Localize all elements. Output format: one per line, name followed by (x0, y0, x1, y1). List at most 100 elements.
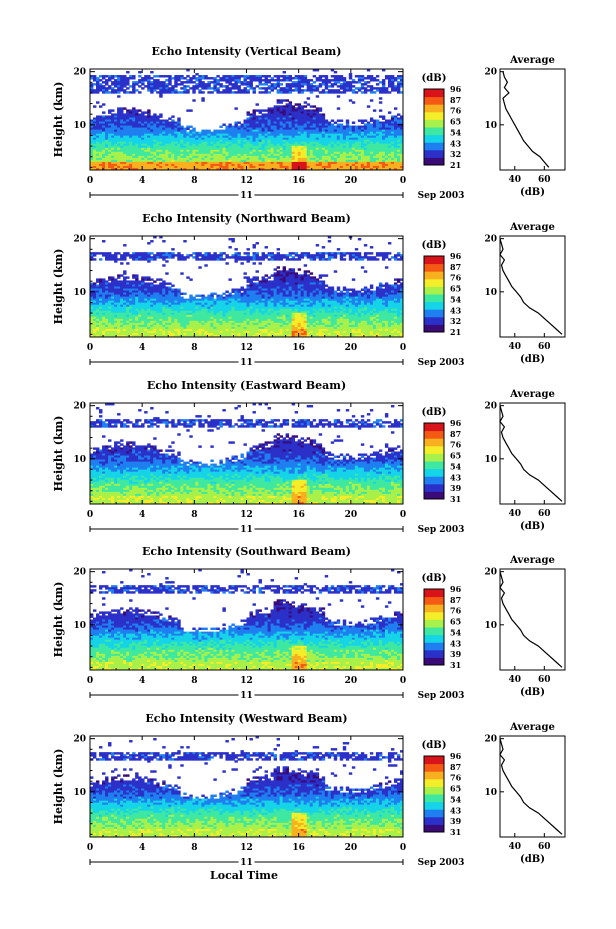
heatmap-cell (267, 149, 271, 153)
heatmap-cell (252, 89, 256, 92)
heatmap-cell (102, 75, 106, 78)
heatmap-cell (177, 75, 181, 78)
heatmap-cell (270, 133, 274, 137)
heatmap-cell (129, 141, 133, 145)
heatmap-cell (111, 81, 115, 84)
heatmap-cell (291, 131, 296, 135)
heatmap-cell (123, 145, 127, 149)
heatmap-cell (279, 258, 284, 261)
heatmap-cell (303, 81, 308, 84)
heatmap-cell (384, 133, 389, 137)
heatmap-cell (99, 75, 103, 78)
heatmap-cell (300, 129, 305, 133)
heatmap-cell (213, 145, 217, 149)
heatmap-cell (312, 119, 317, 122)
heatmap-cell (342, 133, 347, 137)
heatmap-cell (336, 145, 341, 149)
heatmap-cell (267, 145, 271, 149)
heatmap-cell (249, 125, 253, 128)
heatmap-cell (315, 85, 320, 88)
heatmap-cell (108, 149, 112, 153)
heatmap-cell (288, 131, 293, 135)
heatmap-cell (201, 137, 205, 141)
heatmap-cell (102, 133, 106, 137)
heatmap-cell (330, 79, 335, 82)
heatmap-cell (372, 119, 377, 122)
heatmap-cell (276, 121, 281, 124)
x-tick-label: 16 (292, 176, 305, 186)
heatmap-cell (180, 125, 184, 128)
heatmap-cell (351, 145, 356, 149)
heatmap-cell (276, 133, 281, 137)
heatmap-cell (201, 87, 205, 90)
heatmap-cell (168, 282, 172, 285)
heatmap-cell (390, 85, 395, 88)
heatmap-cell (162, 135, 166, 139)
heatmap-cell (342, 87, 347, 90)
heatmap-cell (204, 149, 208, 153)
heatmap-cell (168, 256, 172, 259)
heatmap-cell (276, 119, 281, 122)
heatmap-cell (225, 129, 229, 133)
heatmap-cell (381, 83, 386, 86)
heatmap-cell (201, 129, 205, 133)
heatmap-cell (255, 117, 259, 120)
heatmap-cell (357, 143, 362, 147)
heatmap-cell (111, 91, 115, 94)
heatmap-cell (171, 123, 175, 126)
heatmap-cell (387, 141, 392, 145)
heatmap-cell (324, 129, 329, 133)
heatmap-cell (291, 121, 296, 124)
heatmap-cell (237, 85, 241, 88)
heatmap-cell (192, 75, 196, 78)
heatmap-cell (276, 85, 281, 88)
heatmap-cell (129, 109, 133, 112)
heatmap-cell (228, 238, 232, 241)
heatmap-cell (357, 79, 362, 82)
heatmap-cell (288, 77, 293, 80)
heatmap-cell (273, 145, 277, 149)
heatmap-cell (204, 143, 208, 147)
colorbar-swatch (424, 142, 444, 151)
heatmap-cell (351, 139, 356, 143)
heatmap-cell (156, 145, 160, 149)
x-tick-label: 0 (400, 176, 406, 186)
heatmap-cell (396, 121, 401, 124)
heatmap-cell (153, 79, 157, 82)
heatmap-cell (396, 133, 401, 137)
heatmap-cell (222, 137, 226, 141)
heatmap-cell (96, 280, 100, 283)
heatmap-cell (300, 141, 305, 145)
heatmap-cell (279, 137, 284, 141)
heatmap-cell (138, 141, 142, 145)
heatmap-cell (237, 141, 241, 145)
heatmap-cell (384, 125, 389, 128)
heatmap-cell (297, 77, 302, 80)
heatmap-cell (90, 141, 94, 145)
heatmap-cell (363, 91, 368, 94)
heatmap-cell (303, 101, 308, 104)
heatmap-cell (378, 254, 383, 257)
heatmap-cell (279, 133, 284, 137)
heatmap-cell (96, 125, 100, 128)
heatmap-cell (297, 103, 302, 106)
heatmap-cell (156, 278, 160, 281)
heatmap-cell (285, 137, 290, 141)
heatmap-cell (135, 135, 139, 139)
heatmap-cell (336, 248, 341, 251)
heatmap-cell (210, 151, 214, 155)
heatmap-cell (150, 258, 154, 261)
heatmap-cell (228, 145, 232, 149)
heatmap-cell (186, 141, 190, 145)
heatmap-cell (159, 149, 163, 153)
heatmap-cell (117, 141, 121, 145)
heatmap-cell (117, 137, 121, 141)
heatmap-cell (390, 87, 395, 90)
heatmap-cell (228, 131, 232, 135)
heatmap-cell (237, 77, 241, 80)
heatmap-cell (366, 127, 371, 130)
heatmap-cell (222, 147, 226, 151)
heatmap-cell (279, 105, 284, 108)
heatmap-cell (168, 91, 172, 94)
